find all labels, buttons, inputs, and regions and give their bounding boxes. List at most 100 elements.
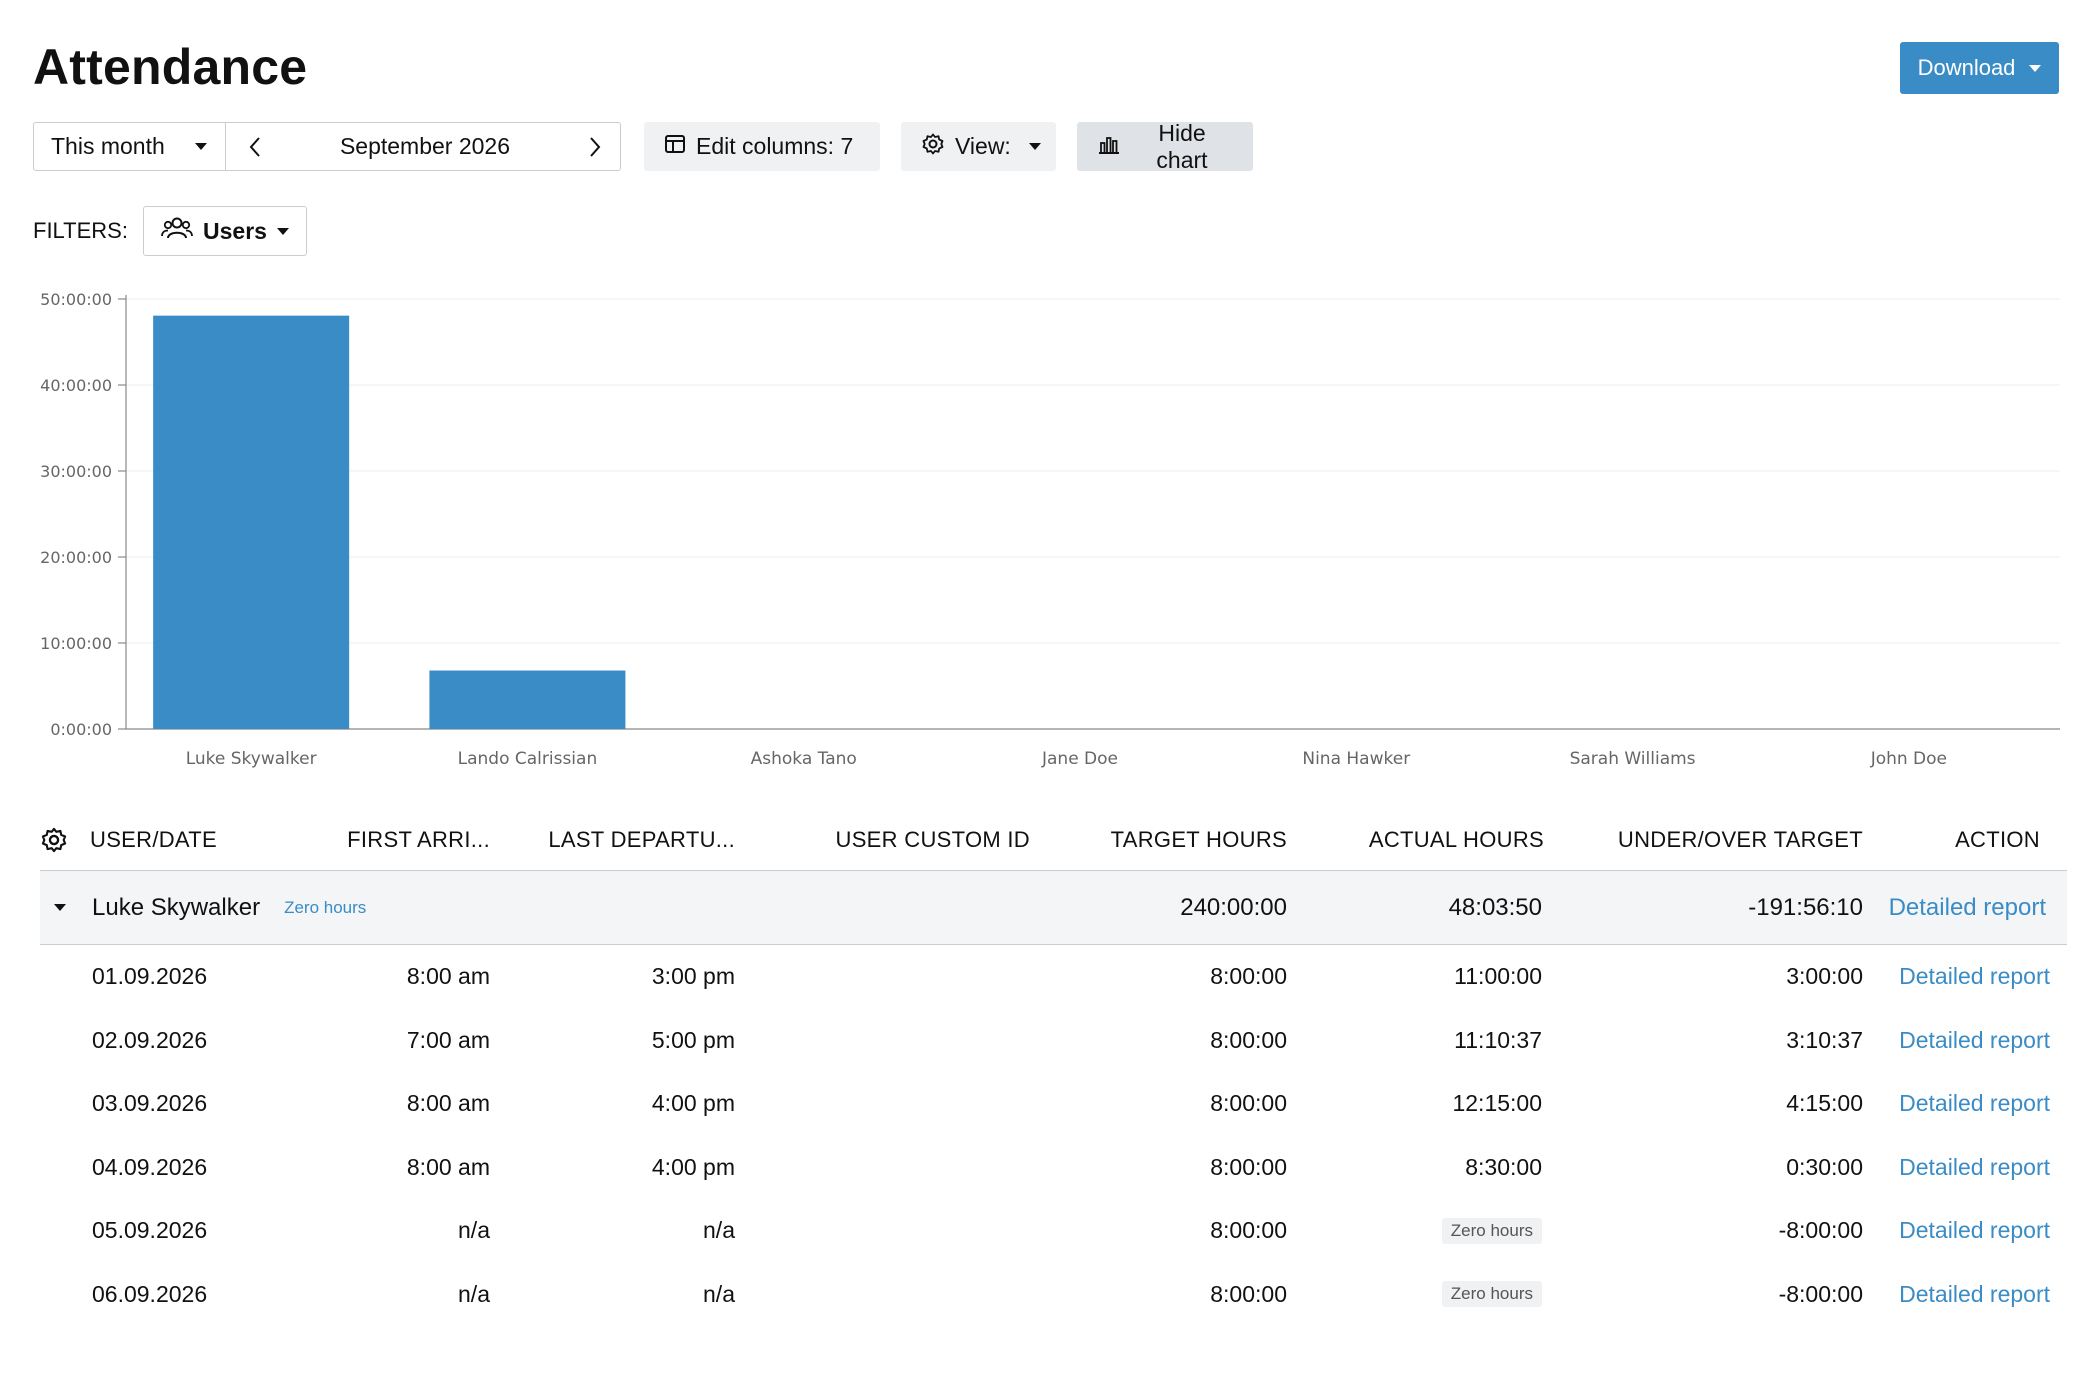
period-select-label: This month bbox=[51, 133, 165, 159]
row-target-hours: 8:00:00 bbox=[1210, 1153, 1287, 1180]
row-date: 05.09.2026 bbox=[92, 1217, 208, 1244]
period-select[interactable]: This month bbox=[34, 123, 226, 170]
attendance-bar-chart: 0:00:00 10:00:00 20:00:00 30:00:00 40:00:00 5… bbox=[40, 290, 2060, 769]
group-user-name: Luke Skywalker Zero hours bbox=[92, 871, 366, 944]
chart-x-tick-label: Jane Doe bbox=[1041, 749, 1118, 769]
table-row: 06.09.2026 n/a n/a 8:00:00 Zero hours -8:00:0… bbox=[40, 1263, 2067, 1327]
row-detailed-report-link[interactable]: Detailed report bbox=[1899, 1280, 2050, 1307]
gear-icon bbox=[921, 132, 945, 162]
period-value: September 2026 bbox=[339, 133, 511, 159]
table-row: 01.09.2026 8:00 am 3:00 pm 8:00:00 11:00:00 3… bbox=[40, 945, 2067, 1009]
row-user-custom-id bbox=[760, 1199, 1030, 1263]
group-detailed-report-link[interactable]: Detailed report bbox=[1888, 893, 2046, 921]
row-user-custom-id bbox=[760, 1072, 1030, 1136]
view-label: View: bbox=[955, 133, 1011, 159]
row-first-arrival: n/a bbox=[458, 1217, 490, 1244]
table-header-row: USER/DATE FIRST ARRI... LAST DEPARTU... … bbox=[40, 810, 2067, 871]
table-settings-gear-icon[interactable] bbox=[40, 810, 70, 870]
row-target-hours: 8:00:00 bbox=[1210, 963, 1287, 990]
row-actual-hours: 11:00:00 bbox=[1454, 963, 1542, 990]
view-button[interactable]: View: bbox=[901, 122, 1056, 171]
bar-chart-icon bbox=[1097, 133, 1121, 161]
row-actual-hours: Zero hours bbox=[1320, 1199, 1542, 1263]
row-last-departure: 4:00 pm bbox=[651, 1090, 735, 1117]
column-header-under-over-target[interactable]: UNDER/OVER TARGET bbox=[1617, 827, 1863, 852]
period-picker: This month September 2026 bbox=[33, 122, 621, 171]
edit-columns-button[interactable]: Edit columns: 7 bbox=[644, 122, 880, 171]
row-actual-hours: 11:10:37 bbox=[1454, 1026, 1542, 1053]
attendance-table: USER/DATE FIRST ARRI... LAST DEPARTU... … bbox=[40, 810, 2067, 1326]
collapse-caret-icon[interactable] bbox=[50, 871, 70, 944]
column-header-target-hours[interactable]: TARGET HOURS bbox=[1110, 827, 1287, 852]
chart-x-tick-label: Sarah Williams bbox=[1570, 749, 1696, 769]
column-header-last-departure[interactable]: LAST DEPARTU... bbox=[548, 827, 735, 852]
zero-hours-badge: Zero hours bbox=[1441, 1281, 1542, 1308]
row-date: 04.09.2026 bbox=[92, 1153, 208, 1180]
row-detailed-report-link[interactable]: Detailed report bbox=[1899, 1090, 2050, 1117]
chart-x-tick-label: Lando Calrissian bbox=[458, 749, 598, 769]
row-detailed-report-link[interactable]: Detailed report bbox=[1899, 963, 2050, 990]
edit-columns-label: Edit columns: 7 bbox=[696, 133, 854, 159]
chart-x-tick-label: Nina Hawker bbox=[1302, 749, 1410, 769]
row-under-over: 3:00:00 bbox=[1786, 963, 1863, 990]
row-last-departure: n/a bbox=[703, 1217, 735, 1244]
chart-x-tick-label: Luke Skywalker bbox=[186, 749, 317, 769]
row-under-over: 4:15:00 bbox=[1786, 1090, 1863, 1117]
table-row: 04.09.2026 8:00 am 4:00 pm 8:00:00 8:30:00 0:… bbox=[40, 1136, 2067, 1200]
row-first-arrival: 7:00 am bbox=[406, 1026, 490, 1053]
columns-icon bbox=[664, 133, 686, 161]
row-detailed-report-link[interactable]: Detailed report bbox=[1899, 1217, 2050, 1244]
row-last-departure: 3:00 pm bbox=[651, 963, 735, 990]
table-body: 01.09.2026 8:00 am 3:00 pm 8:00:00 11:00:00 3… bbox=[40, 945, 2067, 1326]
row-first-arrival: 8:00 am bbox=[406, 1090, 490, 1117]
table-row: 05.09.2026 n/a n/a 8:00:00 Zero hours -8:00:0… bbox=[40, 1199, 2067, 1263]
caret-down-icon bbox=[2029, 64, 2042, 72]
chart-x-tick-label: Ashoka Tano bbox=[751, 749, 857, 769]
table-row: 02.09.2026 7:00 am 5:00 pm 8:00:00 11:10:37 3… bbox=[40, 1009, 2067, 1073]
zero-hours-badge: Zero hours bbox=[284, 897, 367, 917]
row-user-custom-id bbox=[760, 945, 1030, 1009]
row-user-custom-id bbox=[760, 1263, 1030, 1327]
row-date: 02.09.2026 bbox=[92, 1026, 208, 1053]
row-target-hours: 8:00:00 bbox=[1210, 1090, 1287, 1117]
row-detailed-report-link[interactable]: Detailed report bbox=[1899, 1153, 2050, 1180]
table-row: 03.09.2026 8:00 am 4:00 pm 8:00:00 12:15:00 4… bbox=[40, 1072, 2067, 1136]
users-icon bbox=[161, 216, 193, 246]
caret-down-icon bbox=[276, 227, 289, 235]
row-first-arrival: 8:00 am bbox=[406, 1153, 490, 1180]
chart-y-tick-label: 20:00:00 bbox=[40, 548, 112, 567]
caret-down-icon bbox=[195, 143, 207, 150]
chevron-left-icon[interactable] bbox=[244, 136, 266, 158]
chart-y-tick-label: 0:00:00 bbox=[50, 720, 112, 739]
column-header-first-arrival[interactable]: FIRST ARRI... bbox=[347, 827, 490, 852]
download-label: Download bbox=[1917, 55, 2016, 80]
page-title: Attendance bbox=[33, 39, 308, 95]
row-actual-hours: 12:15:00 bbox=[1452, 1090, 1542, 1117]
download-button[interactable]: Download bbox=[1900, 42, 2059, 94]
chart-y-tick-label: 10:00:00 bbox=[40, 634, 112, 653]
caret-down-icon bbox=[1028, 143, 1041, 150]
row-first-arrival: 8:00 am bbox=[406, 963, 490, 990]
column-header-user-date[interactable]: USER/DATE bbox=[90, 827, 217, 852]
chart-x-tick-label: John Doe bbox=[1870, 749, 1947, 769]
row-user-custom-id bbox=[760, 1009, 1030, 1073]
hide-chart-button[interactable]: Hide chart bbox=[1077, 120, 1253, 173]
users-filter-button[interactable]: Users bbox=[143, 206, 307, 256]
row-under-over: 0:30:00 bbox=[1786, 1153, 1863, 1180]
chart-y-tick-label: 40:00:00 bbox=[40, 376, 112, 395]
filters-label: FILTERS: bbox=[33, 218, 128, 243]
column-header-actual-hours[interactable]: ACTUAL HOURS bbox=[1368, 827, 1544, 852]
chart-bar bbox=[153, 315, 350, 729]
row-last-departure: 5:00 pm bbox=[651, 1026, 735, 1053]
group-target-hours: 240:00:00 bbox=[1180, 893, 1287, 921]
row-last-departure: 4:00 pm bbox=[651, 1153, 735, 1180]
chart-bar bbox=[429, 670, 626, 729]
row-actual-hours: Zero hours bbox=[1320, 1263, 1542, 1327]
row-detailed-report-link[interactable]: Detailed report bbox=[1899, 1026, 2050, 1053]
row-under-over: 3:10:37 bbox=[1786, 1026, 1863, 1053]
column-header-user-custom-id[interactable]: USER CUSTOM ID bbox=[835, 827, 1030, 852]
row-date: 03.09.2026 bbox=[92, 1090, 208, 1117]
chevron-right-icon[interactable] bbox=[584, 136, 606, 158]
user-group-row: Luke Skywalker Zero hours 240:00:00 48:0… bbox=[40, 871, 2067, 945]
